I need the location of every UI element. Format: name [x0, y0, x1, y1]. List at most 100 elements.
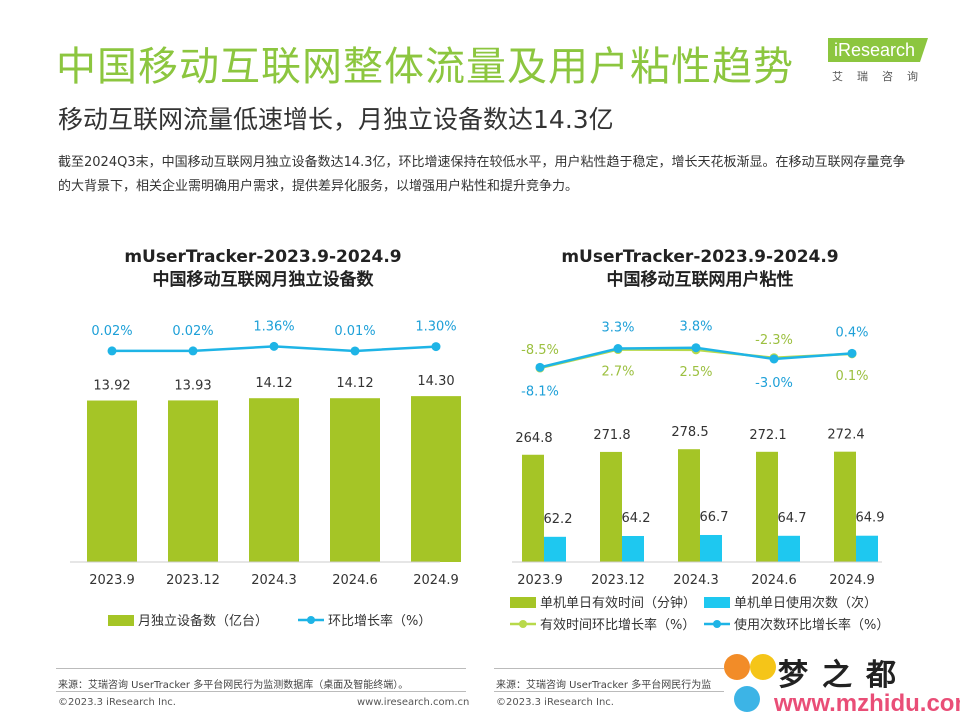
source-note-right: 来源：艾瑞咨询 UserTracker 多平台网民行为监	[496, 680, 712, 691]
iresearch-logo: iResearch 艾瑞咨询	[820, 30, 930, 92]
bar	[544, 536, 566, 562]
data-label: 271.8	[593, 428, 630, 443]
line-point	[107, 346, 117, 356]
line-point	[847, 348, 857, 358]
data-label: 13.92	[93, 379, 130, 394]
x-tick-label: 2023.9	[517, 573, 563, 588]
data-label: 0.1%	[835, 369, 868, 384]
divider-right	[494, 668, 724, 669]
logo-name: iResearch	[834, 40, 916, 60]
bar	[87, 400, 137, 562]
data-label: 0.02%	[91, 324, 132, 339]
bar	[330, 398, 380, 562]
watermark-face-icon	[750, 654, 776, 680]
line-point	[269, 341, 279, 351]
divider-left-2	[56, 691, 466, 692]
divider-right-2	[494, 691, 724, 692]
legend-label: 单机单日使用次数（次）	[734, 595, 877, 611]
data-label: 272.1	[749, 428, 786, 443]
line-point	[769, 354, 779, 364]
line-point	[613, 344, 623, 354]
x-tick-label: 2024.9	[413, 573, 459, 588]
page-title: 中国移动互联网整体流量及用户粘性趋势	[56, 44, 794, 90]
x-tick-label: 2024.9	[829, 573, 875, 588]
source-note-left: 来源：艾瑞咨询 UserTracker 多平台网民行为监测数据库（桌面及智能终端…	[58, 680, 409, 691]
page-subtitle: 移动互联网流量低速增长，月独立设备数达14.3亿	[58, 105, 614, 134]
data-label: 264.8	[515, 431, 552, 446]
data-label: 64.9	[856, 511, 885, 526]
logo-band	[828, 38, 928, 62]
bar	[168, 400, 218, 562]
legend-swatch	[307, 616, 315, 624]
legend-label: 月独立设备数（亿台）	[138, 613, 268, 629]
data-label: -8.5%	[521, 343, 559, 358]
x-tick-label: 2023.9	[89, 573, 135, 588]
x-tick-label: 2023.12	[166, 573, 220, 588]
watermark: 梦之都 www.mzhidu.com	[720, 648, 960, 720]
copyright-left: ©2023.3 iResearch Inc.	[58, 697, 176, 708]
bar	[678, 449, 700, 562]
data-label: 0.02%	[172, 324, 213, 339]
data-label: 64.2	[622, 511, 651, 526]
bar	[756, 451, 778, 562]
data-label: 64.7	[778, 511, 807, 526]
chart-title: mUserTracker-2023.9-2024.9	[124, 247, 401, 267]
bar	[778, 535, 800, 562]
legend-swatch	[510, 597, 536, 608]
bar	[600, 451, 622, 562]
legend-label: 有效时间环比增长率（%）	[540, 617, 695, 633]
bar	[522, 454, 544, 562]
data-label: 2.7%	[601, 365, 634, 380]
bar	[622, 535, 644, 562]
legend-label: 单机单日有效时间（分钟）	[540, 595, 696, 611]
watermark-text: 梦之都	[778, 658, 910, 693]
bar	[856, 535, 878, 562]
watermark-face-icon	[724, 654, 750, 680]
data-label: 2.5%	[679, 365, 712, 380]
data-label: 62.2	[544, 512, 573, 527]
data-label: 3.8%	[679, 320, 712, 335]
legend-swatch	[519, 620, 527, 628]
chart-title: mUserTracker-2023.9-2024.9	[561, 247, 838, 267]
watermark-url: www.mzhidu.com	[774, 690, 960, 717]
bar	[700, 534, 722, 562]
data-label: 0.01%	[334, 324, 375, 339]
line-point	[431, 342, 441, 352]
line-point	[691, 343, 701, 353]
data-label: 66.7	[700, 510, 729, 525]
data-label: -2.3%	[755, 333, 793, 348]
legend-label: 使用次数环比增长率（%）	[734, 617, 889, 633]
x-tick-label: 2024.6	[751, 573, 797, 588]
line-point	[188, 346, 198, 356]
bar	[834, 451, 856, 562]
data-label: 278.5	[671, 425, 708, 440]
line-point	[350, 346, 360, 356]
watermark-face-icon	[734, 686, 760, 712]
data-label: 1.30%	[415, 320, 456, 335]
line-point	[535, 362, 545, 372]
x-tick-label: 2023.12	[591, 573, 645, 588]
bar	[411, 396, 461, 562]
data-label: 272.4	[827, 428, 864, 443]
chart-subtitle: 中国移动互联网月独立设备数	[153, 269, 375, 290]
divider-left	[56, 668, 466, 669]
chart-subtitle: 中国移动互联网用户粘性	[607, 269, 794, 290]
logo-sub: 艾瑞咨询	[832, 70, 932, 83]
data-label: 14.12	[255, 376, 292, 391]
data-label: 3.3%	[601, 321, 634, 336]
legend-label: 环比增长率（%）	[328, 613, 431, 629]
bar	[249, 398, 299, 562]
x-tick-label: 2024.6	[332, 573, 378, 588]
legend-swatch	[713, 620, 721, 628]
copyright-right: ©2023.3 iResearch Inc.	[496, 697, 614, 708]
x-tick-label: 2024.3	[673, 573, 719, 588]
data-label: 14.30	[417, 374, 454, 389]
data-label: -3.0%	[755, 376, 793, 391]
data-label: 13.93	[174, 378, 211, 393]
legend-swatch	[108, 615, 134, 626]
data-label: 0.4%	[835, 325, 868, 340]
legend-swatch	[704, 597, 730, 608]
x-tick-label: 2024.3	[251, 573, 297, 588]
